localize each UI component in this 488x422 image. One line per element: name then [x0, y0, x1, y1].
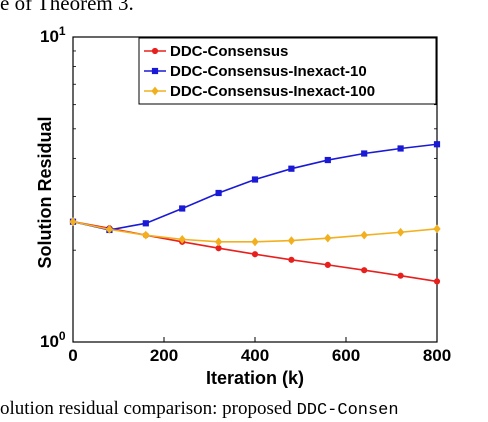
data-point	[288, 165, 295, 172]
data-point	[105, 225, 114, 234]
data-point	[287, 236, 296, 245]
data-point	[251, 237, 259, 247]
data-point	[69, 217, 77, 227]
data-point	[215, 189, 222, 197]
legend-label: DDC-Consensus	[170, 43, 288, 60]
series-3	[69, 217, 441, 247]
x-tick-label: 600	[332, 346, 360, 365]
data-point	[215, 245, 222, 252]
line-chart: 0 200 400 600 800 100 101 Iteration (k) Solution…	[35, 24, 451, 388]
data-point	[397, 145, 404, 152]
y-tick-label: 101	[40, 24, 66, 46]
x-tick-label: 800	[423, 346, 451, 365]
legend-item: DDC-Consensus-Inexact-10	[144, 63, 367, 80]
data-point	[178, 234, 186, 244]
data-point	[324, 233, 332, 243]
x-axis-label: Iteration (k)	[206, 368, 304, 388]
legend-item: DDC-Consensus	[144, 43, 288, 60]
series-1	[69, 218, 441, 285]
figure-caption: olution residual comparison: proposed DD…	[0, 398, 488, 422]
x-tick-label: 400	[241, 346, 269, 365]
data-point	[179, 205, 186, 212]
data-point	[433, 224, 441, 234]
data-point	[397, 272, 404, 279]
data-point	[433, 278, 441, 285]
data-point	[360, 230, 368, 240]
context-text-top: e of Theorem 3.	[0, 0, 200, 28]
caption-code: DDC-Consen	[296, 401, 399, 420]
legend-label: DDC-Consensus-Inexact-10	[170, 63, 367, 80]
y-tick-label: 100	[40, 329, 66, 351]
data-point	[142, 220, 149, 227]
legend-swatch-marker	[151, 86, 159, 96]
data-point	[361, 267, 368, 274]
data-point	[251, 176, 259, 183]
x-tick-label: 200	[150, 346, 178, 365]
data-point	[396, 227, 405, 237]
series-2	[69, 141, 441, 234]
series-line	[72, 143, 438, 231]
x-tick-label: 0	[68, 346, 77, 365]
legend-item: DDC-Consensus-Inexact-100	[144, 83, 375, 100]
data-point	[361, 150, 368, 157]
legend-swatch-marker	[151, 47, 159, 55]
legend-label: DDC-Consensus-Inexact-100	[170, 83, 375, 100]
data-point	[324, 156, 331, 164]
data-point	[288, 256, 295, 263]
y-axis-label: Solution Residual	[35, 116, 55, 268]
data-point	[324, 261, 331, 268]
context-text-top-label: e of Theorem 3.	[0, 0, 134, 15]
legend: DDC-Consensus DDC-Consensus-Inexact-10 DDC…	[138, 37, 437, 105]
data-point	[142, 230, 150, 240]
data-point	[251, 251, 259, 258]
legend-swatch-marker	[151, 67, 159, 75]
data-point	[214, 237, 223, 247]
data-point	[433, 141, 441, 148]
caption-text: olution residual comparison: proposed	[0, 398, 297, 419]
legend-box	[138, 37, 437, 105]
